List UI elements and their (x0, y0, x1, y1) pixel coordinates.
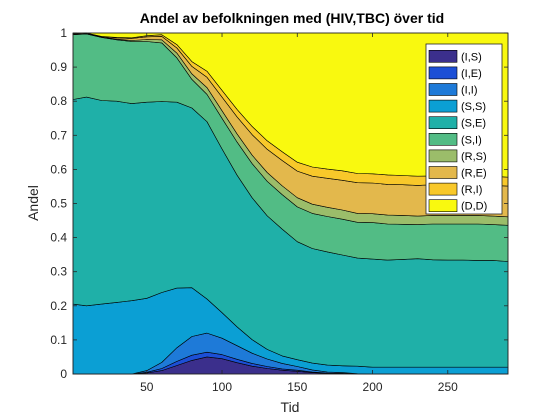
legend-swatch (428, 66, 458, 80)
legend-swatch (428, 182, 458, 196)
legend-label: (S,S) (461, 101, 486, 113)
y-tick-label: 0.1 (50, 333, 67, 347)
chart-title: Andel av befolkningen med (HIV,TBC) över… (140, 10, 444, 26)
legend-label: (S,E) (461, 118, 486, 130)
legend-label: (I,I) (461, 85, 478, 97)
legend-swatch (428, 133, 458, 146)
y-tick-label: 0.4 (50, 231, 67, 245)
x-tick-label: 50 (140, 380, 154, 394)
legend-swatch (428, 83, 458, 96)
legend-swatch (428, 99, 458, 113)
x-tick-label: 150 (287, 380, 307, 394)
legend-swatch (428, 49, 458, 63)
y-tick-label: 0.8 (50, 94, 67, 108)
legend-label: (S,I) (461, 134, 482, 146)
y-tick-label: 0 (60, 367, 67, 381)
legend-swatch (428, 199, 458, 212)
axes: 50 100 150 200 250 0 0.1 0.2 0.3 0.4 0.5 0.6 0.7 0.8 0… (50, 26, 509, 394)
x-tick-label: 100 (212, 380, 232, 394)
legend-label: (I,S) (461, 51, 482, 63)
y-tick-label: 0.6 (50, 162, 67, 176)
legend-swatch (428, 116, 458, 129)
y-axis-label: Andel (25, 185, 41, 221)
legend: (I,S) (I,E) (I,I) (S,S) (S,E) (S,I) (R,S) (R,E)… (425, 43, 503, 215)
y-tick-label: 0.5 (50, 197, 67, 211)
legend-label: (I,E) (461, 68, 482, 80)
x-tick-label: 250 (438, 380, 458, 394)
y-tick-label: 0.2 (50, 299, 67, 313)
y-tick-label: 1 (60, 26, 67, 40)
y-tick-label: 0.3 (50, 265, 67, 279)
legend-label: (D,D) (461, 201, 487, 213)
x-tick-label: 200 (363, 380, 383, 394)
y-tick-label: 0.9 (50, 60, 67, 74)
legend-label: (R,S) (461, 151, 487, 163)
legend-label: (R,E) (461, 168, 487, 180)
y-tick-label: 0.7 (50, 128, 67, 142)
x-axis-label: Tid (281, 399, 300, 415)
legend-label: (R,I) (461, 184, 482, 196)
legend-swatch (428, 166, 458, 179)
legend-swatch (428, 149, 458, 163)
